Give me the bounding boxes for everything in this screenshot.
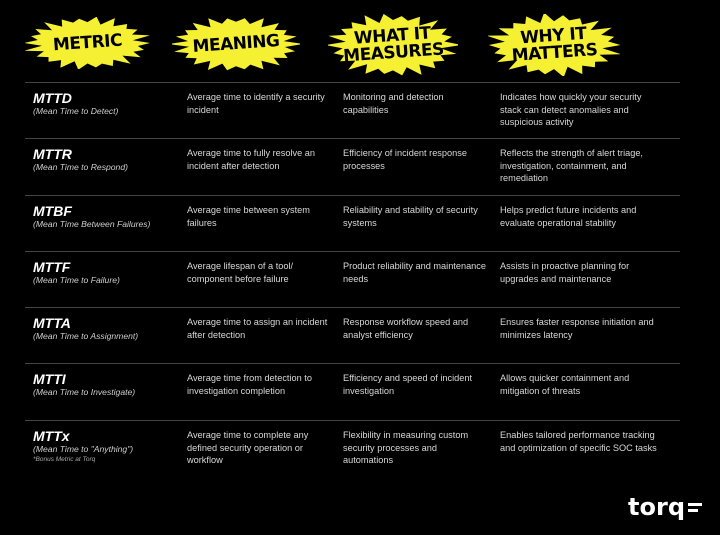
metric-name: MTTF (33, 259, 71, 275)
meaning-cell: Average time to identify a security inci… (187, 92, 325, 115)
measures-cell: Reliability and stability of security sy… (343, 205, 478, 228)
measures-cell: Response workflow speed and analyst effi… (343, 317, 469, 340)
metric-full-name: (Mean Time to "Anything") (33, 444, 134, 454)
header-label: WHAT IT MEASURES (342, 23, 445, 67)
torq-logo: torq (628, 493, 702, 521)
logo-mark-icon (688, 502, 702, 512)
starburst-shape (488, 14, 620, 76)
header-meaning: MEANING (172, 17, 300, 71)
starburst-shape (328, 14, 458, 76)
measures-cell: Monitoring and detection capabilities (343, 92, 444, 115)
header-label: METRIC (52, 30, 123, 55)
metric-name: MTTA (33, 315, 71, 331)
metric-name: MTTD (33, 90, 72, 106)
table-row: MTTI (Mean Time to Investigate) Average … (25, 363, 680, 420)
meaning-cell: Average time to complete any defined sec… (187, 430, 309, 465)
metric-cell: MTTR (Mean Time to Respond) (33, 147, 178, 173)
table-row: MTTD (Mean Time to Detect) Average time … (25, 82, 680, 139)
starburst-shape (172, 18, 300, 71)
metric-full-name: (Mean Time to Detect) (33, 106, 119, 116)
metric-full-name: (Mean Time Between Failures) (33, 219, 151, 229)
matters-cell: Ensures faster response initiation and m… (500, 317, 654, 340)
meaning-cell: Average time between system failures (187, 205, 310, 228)
table-row: MTTx (Mean Time to "Anything") *Bonus Met… (25, 420, 680, 477)
metric-full-name: (Mean Time to Respond) (33, 162, 128, 172)
metric-name: MTTx (33, 428, 70, 444)
meaning-cell: Average lifespan of a tool/ component be… (187, 261, 294, 284)
metric-cell: MTTF (Mean Time to Failure) (33, 260, 178, 286)
measures-cell: Product reliability and maintenance need… (343, 261, 486, 284)
metric-note: *Bonus Metric at Torq (33, 456, 96, 463)
metric-full-name: (Mean Time to Investigate) (33, 387, 136, 397)
matters-cell: Reflects the strength of alert triage, i… (500, 148, 643, 183)
measures-cell: Flexibility in measuring custom security… (343, 430, 469, 465)
table-row: MTBF (Mean Time Between Failures) Averag… (25, 195, 680, 252)
table-row: MTTR (Mean Time to Respond) Average time… (25, 138, 680, 195)
meaning-cell: Average time to assign an incident after… (187, 317, 328, 340)
matters-cell: Helps predict future incidents and evalu… (500, 205, 637, 228)
matters-cell: Indicates how quickly your security stac… (500, 92, 642, 127)
metric-name: MTTI (33, 371, 66, 387)
header-why-it-matters: WHY IT MATTERS (488, 14, 620, 76)
metric-cell: MTTA (Mean Time to Assignment) (33, 316, 178, 342)
metric-cell: MTTx (Mean Time to "Anything") *Bonus Met… (33, 429, 178, 465)
header-label: WHY IT MATTERS (511, 23, 599, 66)
metric-full-name: (Mean Time to Assignment) (33, 331, 139, 341)
meaning-cell: Average time to fully resolve an inciden… (187, 148, 316, 171)
matters-cell: Allows quicker containment and mitigatio… (500, 373, 630, 396)
logo-text: torq (628, 493, 685, 521)
header-what-it-measures: WHAT IT MEASURES (328, 14, 458, 76)
table-row: MTTF (Mean Time to Failure) Average life… (25, 251, 680, 308)
matters-cell: Enables tailored performance tracking an… (500, 430, 657, 453)
metric-cell: MTTD (Mean Time to Detect) (33, 91, 178, 117)
metric-name: MTBF (33, 203, 72, 219)
measures-cell: Efficiency of incident response processe… (343, 148, 467, 171)
header-label: MEANING (191, 30, 281, 57)
table-row: MTTA (Mean Time to Assignment) Average t… (25, 307, 680, 364)
header-metric: METRIC (25, 17, 150, 69)
metric-cell: MTTI (Mean Time to Investigate) (33, 372, 178, 398)
meaning-cell: Average time from detection to investiga… (187, 373, 312, 396)
metric-full-name: (Mean Time to Failure) (33, 275, 120, 285)
measures-cell: Efficiency and speed of incident investi… (343, 373, 473, 396)
metric-name: MTTR (33, 146, 72, 162)
metric-cell: MTBF (Mean Time Between Failures) (33, 204, 178, 230)
matters-cell: Assists in proactive planning for upgrad… (500, 261, 630, 284)
starburst-shape (25, 17, 150, 69)
